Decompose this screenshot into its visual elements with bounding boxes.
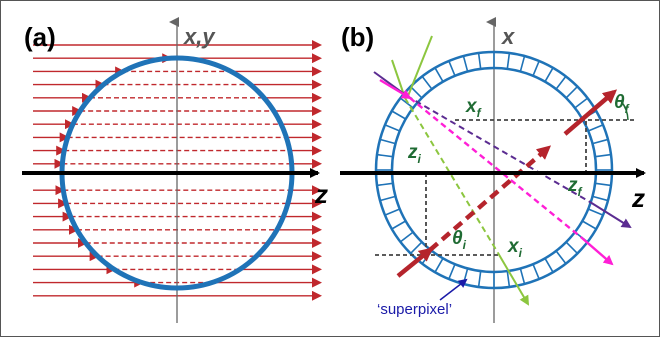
panel-b-superpixel-divider <box>581 220 597 230</box>
panel-b: (b) x z θf xf zi zf θi xi ‘superpixel’ <box>340 17 646 323</box>
panel-b-theta-f-arc <box>620 100 629 121</box>
panel-b-superpixel-divider <box>477 271 482 288</box>
panel-b-superpixel-divider <box>448 60 456 77</box>
panel-b-superpixel-divider <box>391 110 407 120</box>
panel-b-superpixel-divider <box>384 124 401 132</box>
panel-b-superpixel-divider <box>555 75 567 90</box>
panel-b-superpixel-divider <box>574 97 589 109</box>
panel-b-superpixel-divider <box>434 67 444 83</box>
panel-a-label: (a) <box>24 22 56 52</box>
panel-b-superpixel-divider <box>376 153 393 158</box>
panel-b-superpixel-divider <box>532 263 540 280</box>
panel-b-magenta-ray-inner <box>409 97 583 239</box>
panel-b-z-i-label: zi <box>407 142 422 166</box>
panel-b-main-ray-in <box>396 247 434 278</box>
panel-b-superpixel-divider <box>565 241 579 255</box>
panel-b-purple-ray-out <box>589 201 632 229</box>
panel-b-superpixel-arrow <box>439 278 468 301</box>
panel-b-main-ray-out <box>563 89 618 136</box>
panel-a-z-label: z <box>314 179 328 209</box>
panel-b-purple-ray-inner <box>406 95 591 203</box>
panel-b-superpixel-divider <box>421 75 433 90</box>
panel-b-green-ray-inner <box>404 97 499 254</box>
panel-b-superpixel-divider <box>379 195 396 202</box>
panel-b-superpixel-divider <box>519 55 526 72</box>
panel-b-x-i-label: xi <box>507 236 523 260</box>
panel-b-superpixel-divider <box>399 231 414 243</box>
panel-b-green-ray-top <box>407 35 433 97</box>
panel-b-green-ray-out <box>497 252 530 306</box>
panel-b-superpixel-divider <box>532 60 540 77</box>
panel-b-superpixel-divider <box>592 138 609 145</box>
panel-b-superpixel-divider <box>376 182 393 187</box>
panel-b-superpixel-divider <box>544 257 554 273</box>
panel-b-x-f-label: xf <box>465 96 482 120</box>
panel-b-superpixel-divider <box>434 257 444 273</box>
panel-a: (a) x,y z <box>22 17 328 323</box>
panel-b-superpixel-divider <box>409 241 423 255</box>
panel-b-superpixel-divider <box>391 220 407 230</box>
panel-b-superpixel-divider <box>384 208 401 216</box>
panel-b-superpixel-divider <box>379 138 396 145</box>
panel-b-superpixel-divider <box>555 250 567 265</box>
panel-b-superpixel-divider <box>595 153 612 158</box>
panel-b-superpixel-divider <box>462 55 469 72</box>
panel-a-vertical-axis-label: x,y <box>183 24 216 49</box>
panel-b-superpixel-divider <box>477 52 482 69</box>
panel-b-vertical-axis-label: x <box>501 24 515 49</box>
panel-b-superpixel-divider <box>448 263 456 280</box>
panel-b-superpixel-divider <box>519 268 526 285</box>
panel-b-superpixel-divider <box>587 208 604 216</box>
panel-b-main-ray-inner <box>428 145 552 252</box>
panel-b-superpixel-divider <box>506 52 511 69</box>
panel-b-superpixel-divider <box>544 67 554 83</box>
panel-b-superpixel-divider <box>595 182 612 187</box>
panel-b-superpixel-divider <box>587 124 604 132</box>
panel-b-superpixel-divider <box>592 195 609 202</box>
panel-b-theta-f-label: θf <box>614 92 630 116</box>
panel-b-z-f-label: zf <box>567 175 583 199</box>
panel-b-z-label: z <box>631 183 645 213</box>
panel-b-superpixel-divider <box>409 85 423 99</box>
panel-b-superpixel-label: ‘superpixel’ <box>377 301 452 318</box>
panel-b-superpixel-divider <box>506 271 511 288</box>
panel-b-superpixel-divider <box>565 85 579 99</box>
panel-b-magenta-ray-out <box>581 237 614 266</box>
panel-b-magenta-ray-in <box>379 78 412 100</box>
panel-b-theta-i-label: θi <box>452 228 467 252</box>
panel-b-label: (b) <box>341 22 374 52</box>
